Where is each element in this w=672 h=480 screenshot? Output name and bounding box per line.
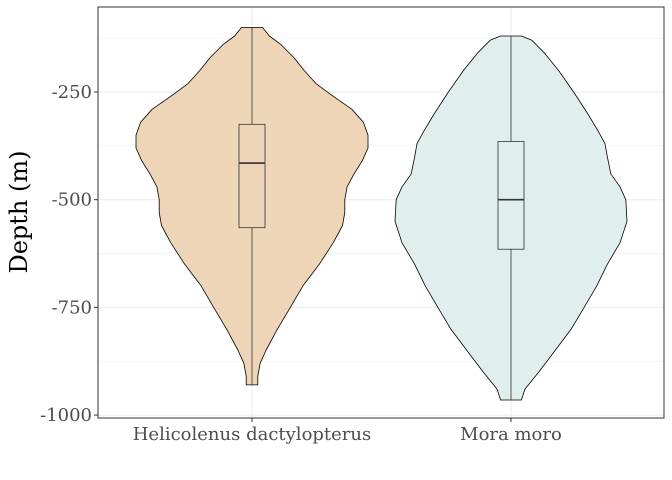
- plot-border: [97, 6, 665, 419]
- violins: [135, 27, 628, 401]
- y-tick-label: -500: [52, 190, 92, 211]
- axes: -250 -500 -750 -1000 Helicolenus dactylopter…: [40, 82, 562, 445]
- y-tick-label: -1000: [40, 405, 92, 426]
- y-axis-title: Depth (m): [5, 150, 33, 273]
- box-0: [238, 123, 266, 229]
- x-tick-label: Mora moro: [460, 424, 562, 445]
- y-tick-label: -250: [52, 82, 92, 103]
- x-tick-label: Helicolenus dactylopterus: [133, 424, 372, 445]
- y-tick-label: -750: [52, 297, 92, 318]
- box-1: [497, 141, 525, 250]
